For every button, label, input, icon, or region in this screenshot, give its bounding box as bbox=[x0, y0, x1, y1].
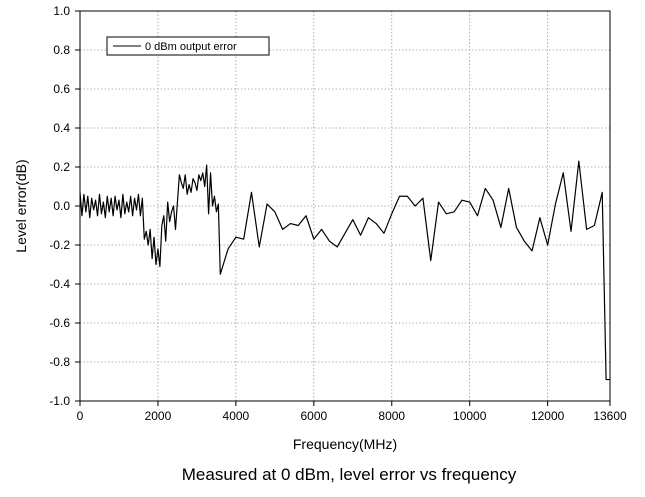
y-tick-label: 0.8 bbox=[53, 43, 70, 57]
y-tick-label: -0.4 bbox=[49, 277, 70, 291]
x-tick-label: 2000 bbox=[145, 409, 172, 423]
x-tick-label: 8000 bbox=[378, 409, 405, 423]
x-tick-label: 12000 bbox=[531, 409, 565, 423]
chart-caption: Measured at 0 dBm, level error vs freque… bbox=[182, 465, 517, 484]
x-tick-label: 4000 bbox=[223, 409, 250, 423]
y-axis-title: Level error(dB) bbox=[13, 159, 29, 252]
y-tick-label: 0.6 bbox=[53, 82, 70, 96]
x-tick-label: 13600 bbox=[593, 409, 627, 423]
x-tick-label: 0 bbox=[77, 409, 84, 423]
y-tick-label: -0.6 bbox=[49, 316, 70, 330]
series-line bbox=[79, 160, 610, 381]
x-tick-label: 6000 bbox=[300, 409, 327, 423]
y-tick-label: 0.0 bbox=[53, 199, 70, 213]
x-tick-labels: 0 2000 4000 6000 8000 10000 12000 13600 bbox=[77, 409, 627, 423]
y-tick-label: 0.4 bbox=[53, 121, 70, 135]
grid-lines bbox=[80, 11, 610, 401]
y-tick-label: -0.8 bbox=[49, 355, 70, 369]
y-tick-labels: -1.0 -0.8 -0.6 -0.4 -0.2 0.0 0.2 0.4 0.6 0.8 1.0 bbox=[49, 4, 70, 408]
axis-ticks bbox=[75, 10, 611, 406]
legend: 0 dBm output error bbox=[106, 36, 270, 56]
y-tick-label: -0.2 bbox=[49, 238, 70, 252]
x-axis-title: Frequency(MHz) bbox=[293, 436, 397, 452]
legend-label: 0 dBm output error bbox=[145, 41, 237, 53]
y-tick-label: -1.0 bbox=[49, 394, 70, 408]
y-tick-label: 1.0 bbox=[53, 4, 70, 18]
x-tick-label: 10000 bbox=[453, 409, 487, 423]
legend-box bbox=[106, 36, 270, 56]
plot-frame bbox=[79, 10, 611, 402]
y-tick-label: 0.2 bbox=[53, 160, 70, 174]
series-group bbox=[79, 160, 610, 381]
